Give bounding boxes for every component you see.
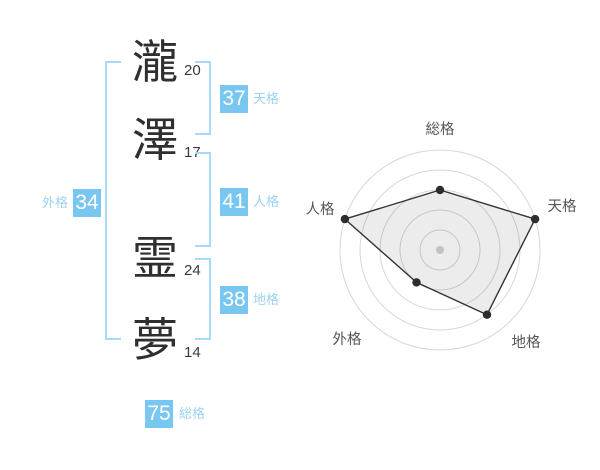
soukaku-label: 総格 xyxy=(179,406,206,421)
radar-data-point xyxy=(482,310,492,319)
radar-grid-ring xyxy=(339,149,541,351)
radar-grid-ring xyxy=(399,209,481,291)
radar-center-dot xyxy=(436,246,444,254)
tenkaku-bracket xyxy=(195,61,211,135)
radar-axis-label: 天格 xyxy=(548,198,577,215)
radar-data-point xyxy=(530,214,540,224)
radar-axis-label: 外格 xyxy=(333,331,362,348)
gaikaku-label: 外格 xyxy=(41,195,68,210)
stroke-count-1: 20 xyxy=(184,62,201,79)
name-character-2: 澤 xyxy=(132,114,178,166)
radar-axis-label: 人格 xyxy=(306,201,335,218)
stroke-count-2: 17 xyxy=(184,144,201,161)
chikaku-bracket xyxy=(195,258,211,340)
radar-data-point xyxy=(340,214,350,224)
jinkaku-label: 人格 xyxy=(253,194,280,209)
radar-grid-ring xyxy=(419,229,461,271)
radar-axis-label: 地格 xyxy=(512,334,541,351)
radar-data-point xyxy=(412,278,421,287)
jinkaku-bracket xyxy=(195,152,211,247)
stroke-count-4: 14 xyxy=(184,344,201,361)
radar-data-point xyxy=(435,185,445,195)
radar-axis-label: 総格 xyxy=(426,121,455,138)
tenkaku-value: 37 xyxy=(220,85,248,113)
stroke-count-3: 24 xyxy=(184,262,201,279)
gaikaku-bracket xyxy=(105,61,121,340)
gaikaku-value: 34 xyxy=(73,189,101,217)
jinkaku-value: 41 xyxy=(220,188,248,216)
tenkaku-label: 天格 xyxy=(253,91,280,106)
name-character-1: 瀧 xyxy=(132,36,178,88)
chikaku-label: 地格 xyxy=(253,292,280,307)
soukaku-value: 75 xyxy=(145,400,173,428)
chikaku-value: 38 xyxy=(220,286,248,314)
name-character-3: 霊 xyxy=(132,232,178,284)
name-character-4: 夢 xyxy=(132,314,178,366)
